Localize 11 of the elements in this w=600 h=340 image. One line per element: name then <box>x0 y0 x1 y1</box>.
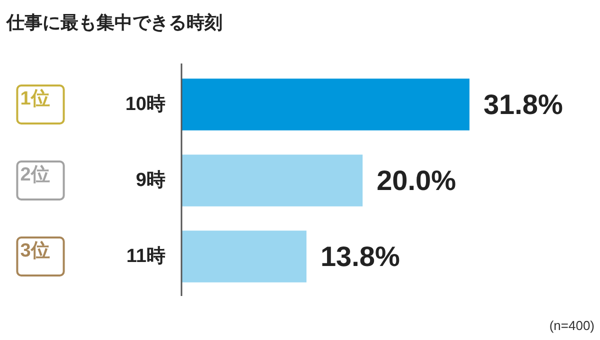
text: 3位 <box>20 240 50 262</box>
text: (n=400) <box>549 318 594 333</box>
y-tick-label: 9時 <box>136 169 166 191</box>
data-label: 20.0% <box>376 165 456 196</box>
text: 2位 <box>20 164 50 186</box>
chart-title: 仕事に最も集中できる時刻 <box>6 12 222 32</box>
y-tick-label: 10時 <box>125 93 166 115</box>
text: 1位 <box>20 88 50 110</box>
data-label: 31.8% <box>483 89 563 120</box>
y-tick-label: 11時 <box>126 245 166 267</box>
data-label: 13.8% <box>320 241 400 272</box>
